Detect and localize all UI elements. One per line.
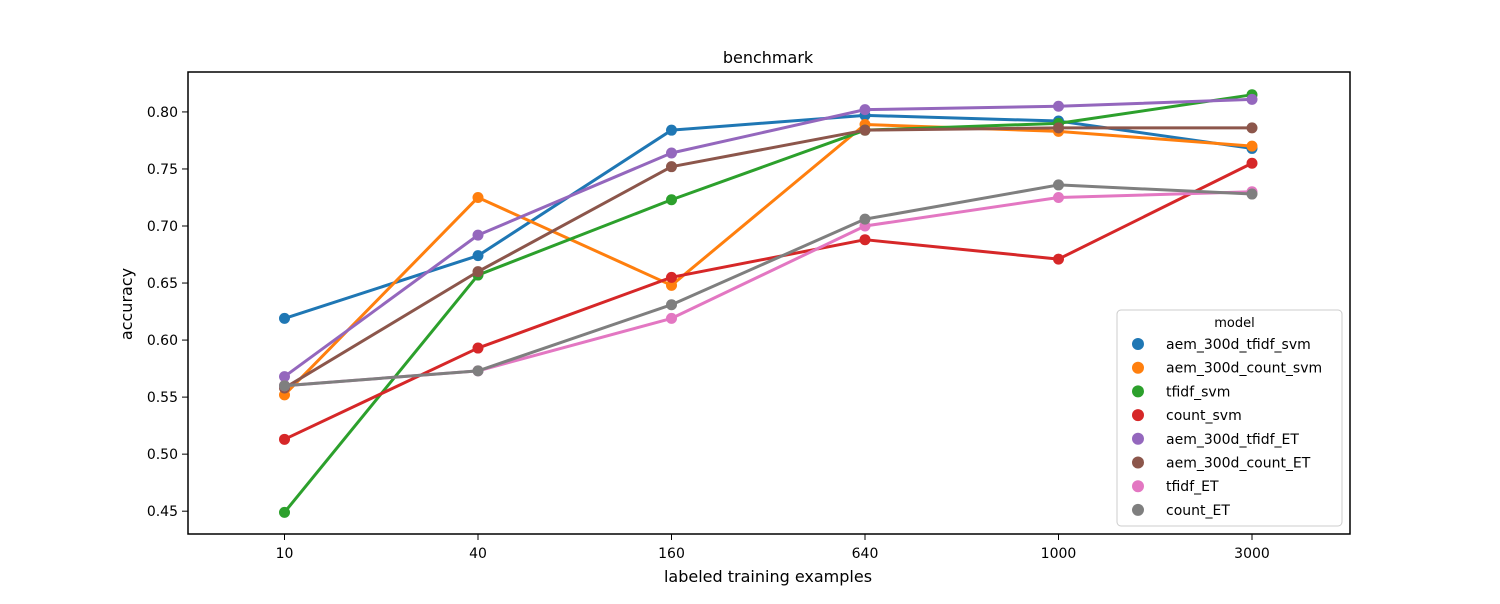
- series-tfidf_svm: [279, 89, 1258, 518]
- x-tick-label: 1000: [1041, 546, 1077, 562]
- legend-label: count_svm: [1166, 408, 1242, 424]
- y-tick-label: 0.50: [147, 447, 178, 463]
- legend-label: aem_300d_count_ET: [1166, 456, 1311, 472]
- series-count_ET: [279, 179, 1258, 392]
- data-point: [666, 312, 677, 324]
- legend-label: aem_300d_tfidf_ET: [1166, 432, 1299, 448]
- legend-item: aem_300d_count_ET: [1132, 456, 1311, 472]
- data-point: [1053, 253, 1064, 265]
- series-line: [283, 126, 1254, 390]
- data-point: [859, 124, 871, 136]
- legend-item: aem_300d_tfidf_svm: [1132, 337, 1311, 353]
- x-tick-label: 40: [469, 546, 487, 562]
- series-line: [283, 113, 1254, 320]
- legend-marker: [1132, 432, 1144, 445]
- legend-label: tfidf_svm: [1166, 384, 1230, 400]
- data-point: [472, 191, 484, 203]
- data-point: [472, 365, 484, 377]
- y-tick-label: 0.75: [147, 162, 178, 178]
- legend-label: aem_300d_tfidf_svm: [1166, 337, 1311, 353]
- data-point: [472, 250, 484, 262]
- data-point: [666, 161, 677, 173]
- series-line: [283, 93, 1254, 514]
- data-point: [1053, 191, 1064, 203]
- data-point: [1053, 100, 1064, 112]
- legend-item: tfidf_ET: [1132, 479, 1219, 495]
- data-point: [1053, 122, 1064, 134]
- series-aem_300d_count_ET: [279, 122, 1258, 394]
- x-tick-label: 640: [852, 546, 879, 562]
- plot-area: [279, 89, 1258, 518]
- y-tick-label: 0.45: [147, 504, 178, 520]
- data-point: [666, 194, 677, 206]
- y-tick-label: 0.55: [147, 390, 178, 406]
- data-point: [279, 380, 290, 392]
- data-point: [1246, 157, 1258, 169]
- x-tick-label: 160: [658, 546, 685, 562]
- data-point: [859, 104, 871, 116]
- data-point: [279, 371, 290, 383]
- data-point: [472, 266, 484, 278]
- axes: 10 40 160 640 1000 3000 0.45 0.50 0.55 0.60 0.65 0.…: [147, 71, 1351, 562]
- data-point: [1246, 140, 1258, 152]
- data-point: [859, 213, 871, 225]
- y-tick-label: 0.70: [147, 219, 178, 235]
- legend-marker: [1132, 385, 1144, 398]
- data-point: [859, 234, 871, 246]
- series-count_svm: [279, 157, 1258, 445]
- legend-label: aem_300d_count_svm: [1166, 361, 1322, 377]
- series-line: [283, 161, 1254, 441]
- legend-marker: [1132, 456, 1144, 469]
- legend-item: tfidf_svm: [1132, 384, 1230, 400]
- y-tick-label: 0.80: [147, 105, 178, 121]
- legend-marker: [1132, 409, 1144, 422]
- data-point: [666, 271, 677, 283]
- legend-marker: [1132, 480, 1144, 493]
- x-axis-label: labeled training examples: [664, 567, 872, 586]
- chart-title: benchmark: [723, 48, 814, 67]
- data-point: [472, 229, 484, 241]
- data-point: [666, 279, 677, 291]
- data-point: [1246, 122, 1258, 134]
- data-point: [666, 124, 677, 136]
- data-point: [1246, 93, 1258, 105]
- data-point: [279, 506, 290, 518]
- y-tick-label: 0.65: [147, 276, 178, 292]
- series-line: [283, 97, 1254, 379]
- data-point: [472, 342, 484, 354]
- data-point: [1053, 179, 1064, 191]
- series-aem_300d_tfidf_ET: [279, 93, 1258, 383]
- x-tick-label: 3000: [1234, 546, 1270, 562]
- legend-item: count_ET: [1132, 503, 1230, 519]
- legend-label: count_ET: [1166, 503, 1230, 519]
- data-point: [279, 312, 290, 324]
- legend: model aem_300d_tfidf_svm aem_300d_count_sv…: [1116, 309, 1343, 527]
- x-tick-label: 10: [276, 546, 294, 562]
- legend-label: tfidf_ET: [1166, 479, 1219, 495]
- legend-box: [1116, 309, 1343, 527]
- y-axis-label: accuracy: [117, 268, 136, 340]
- legend-item: aem_300d_count_svm: [1132, 361, 1322, 377]
- legend-item: count_svm: [1132, 408, 1242, 424]
- legend-item: aem_300d_tfidf_ET: [1132, 432, 1299, 448]
- series-line: [283, 183, 1254, 388]
- data-point: [666, 299, 677, 311]
- plot-frame: [187, 71, 1351, 535]
- legend-marker: [1132, 503, 1144, 516]
- legend-title: model: [1214, 316, 1254, 331]
- y-tick-label: 0.60: [147, 333, 178, 349]
- legend-marker: [1132, 361, 1144, 374]
- data-point: [1246, 188, 1258, 200]
- data-point: [666, 147, 677, 159]
- data-point: [279, 433, 290, 445]
- legend-marker: [1132, 338, 1144, 350]
- series-line: [283, 122, 1254, 397]
